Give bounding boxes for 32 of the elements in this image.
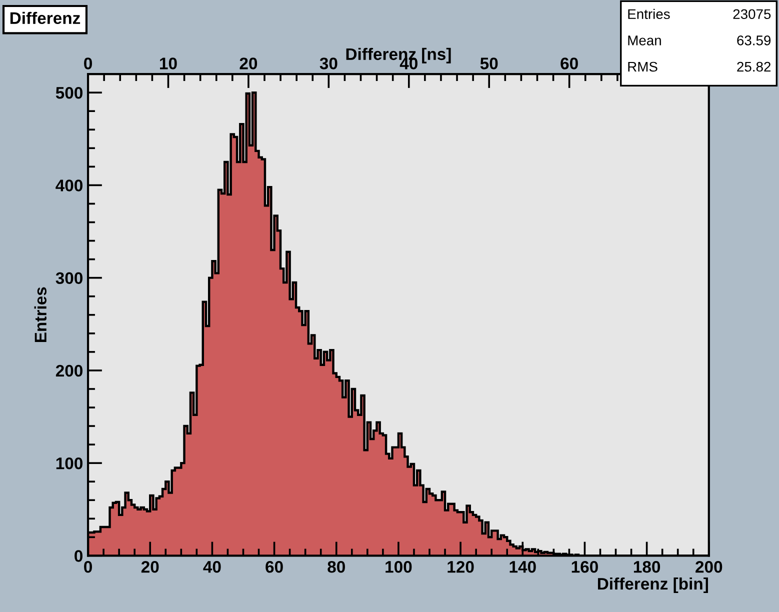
x-tick-label: 180	[634, 560, 660, 573]
x2-tick-label: 0	[84, 58, 92, 70]
x2-tick-label: 30	[320, 58, 338, 70]
y-axis-title: Entries	[34, 287, 47, 342]
x-tick-label: 100	[386, 560, 412, 573]
x-tick-label: 140	[510, 560, 536, 573]
text: Entries	[628, 8, 670, 20]
y-tick-label: 200	[56, 364, 82, 377]
x-tick-label: 80	[328, 560, 345, 573]
x-tick-label: 20	[141, 560, 159, 573]
x-axis-title: Differenz [bin]	[598, 577, 708, 594]
y-tick-label: 0	[74, 550, 82, 562]
y-tick-label: 100	[56, 457, 82, 470]
x-tick-label: 200	[696, 560, 722, 573]
y-tick-label: 400	[56, 180, 82, 192]
x2-tick-label: 50	[480, 58, 498, 70]
x2-tick-label: 60	[560, 58, 578, 70]
x-tick-label: 160	[572, 560, 598, 573]
x2-tick-label: 20	[240, 58, 258, 70]
text: Mean	[628, 36, 661, 46]
text: 23075	[733, 9, 771, 20]
y-tick-label: 500	[56, 86, 82, 99]
x2-tick-label: 10	[160, 58, 177, 70]
text: 25.82	[737, 62, 771, 72]
x-tick-label: 0	[84, 560, 92, 573]
chart-title: Differenz	[10, 12, 80, 24]
x-tick-label: 120	[448, 560, 474, 573]
y-tick-label: 300	[56, 272, 82, 284]
text: 63.59	[737, 36, 771, 46]
x-tick-label: 40	[203, 560, 221, 573]
text: RMS	[628, 62, 658, 72]
x-tick-label: 60	[266, 560, 283, 573]
